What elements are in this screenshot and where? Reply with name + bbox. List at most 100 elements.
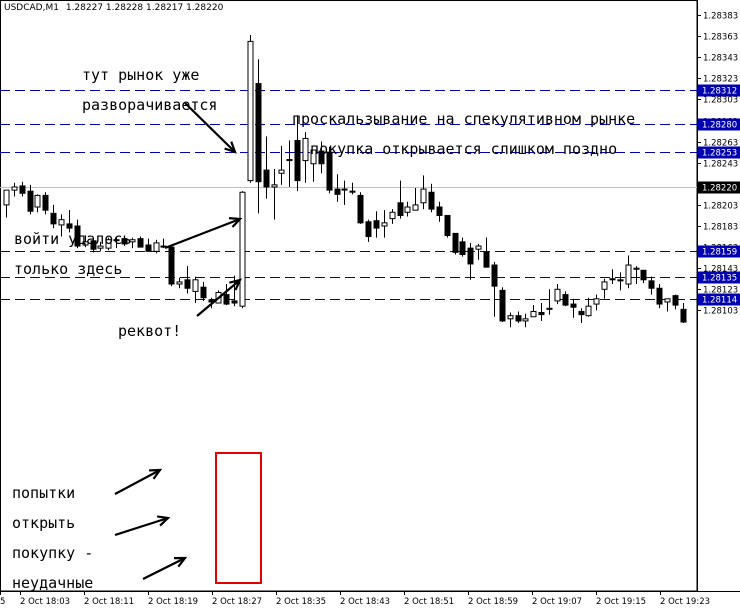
- candle-bull: [153, 242, 160, 252]
- arrow-attempt-3: [142, 557, 186, 580]
- candle-bull: [271, 184, 278, 188]
- candle-bear: [562, 294, 569, 306]
- y-tick-label: 1.28143: [703, 265, 738, 275]
- candle-bull: [625, 264, 632, 285]
- candle-bull: [530, 310, 537, 318]
- candle-bull: [593, 298, 600, 305]
- candle-bear: [609, 278, 616, 281]
- candle-bull: [633, 267, 640, 270]
- candle-bear: [294, 140, 301, 182]
- candle-bear: [137, 238, 144, 248]
- x-tick-label: 5: [0, 597, 5, 607]
- arrow-entry: [164, 217, 241, 250]
- x-tick-label: 2 Oct 18:51: [404, 597, 454, 607]
- candle-bull: [349, 190, 356, 193]
- candle-bear: [491, 264, 498, 287]
- candle-bull: [389, 211, 396, 220]
- arrow-attempt-1-head: [148, 468, 163, 480]
- annotation-line: проскальзывание на спекулятивном рынке: [292, 110, 636, 128]
- y-tick-label: 1.28103: [703, 307, 738, 317]
- price-level-label: 1.28159: [702, 248, 737, 258]
- price-level-tag: [698, 84, 740, 97]
- candle-bull: [664, 298, 671, 303]
- candle-bear: [121, 238, 128, 245]
- arrow-attempt-2: [114, 516, 169, 537]
- candle-bear: [231, 300, 238, 304]
- candle-bear: [19, 185, 26, 194]
- chart-header: USDCAD,M1 1.28227 1.28228 1.28217 1.2822…: [4, 3, 223, 13]
- symbol-label: USDCAD,M1: [4, 3, 59, 13]
- candle-bear: [436, 206, 443, 216]
- candle-bull: [239, 191, 246, 307]
- candle-bull: [310, 149, 317, 165]
- candle-bull: [546, 307, 553, 310]
- candle-bear: [459, 241, 466, 255]
- price-level-tag: [698, 293, 740, 306]
- candle-bull: [420, 188, 427, 204]
- candle-bull: [278, 169, 285, 174]
- annotation-line: разворачивается: [82, 96, 218, 114]
- current-price-label: 1.28220: [702, 184, 737, 194]
- ohlc-readout: 1.28227 1.28228 1.28217 1.28220: [65, 3, 224, 13]
- price-level-label: 1.28114: [702, 296, 737, 306]
- price-level-label: 1.28135: [702, 274, 737, 284]
- price-level-label: 1.28280: [702, 121, 737, 131]
- candle-bull: [507, 315, 514, 320]
- arrow-attempt-2-head: [156, 515, 171, 527]
- candle-bear: [365, 221, 372, 238]
- candle-bear: [168, 246, 175, 285]
- candle-bear: [263, 169, 270, 188]
- candle-bull: [381, 222, 388, 227]
- annotation-line: покупку -: [12, 544, 94, 562]
- candle-bear: [538, 312, 545, 316]
- candle-bear: [397, 202, 404, 216]
- x-tick-label: 2 Oct 18:11: [84, 597, 134, 607]
- candle-bear: [656, 287, 663, 305]
- annotation-line: только здесь: [14, 260, 123, 278]
- candle-bear: [617, 279, 624, 282]
- candle-bear: [90, 240, 97, 250]
- candle-bear: [74, 225, 81, 247]
- y-tick-label: 1.28343: [703, 54, 738, 64]
- candle-bear: [66, 223, 73, 229]
- candle-bull: [3, 189, 10, 206]
- arrow-attempt-1: [114, 469, 161, 495]
- candle-bear: [223, 294, 230, 305]
- annotation-market-reversing: тут рынок уже разворачивается: [82, 60, 217, 120]
- candle-bull: [129, 239, 136, 243]
- price-level-label: 1.28253: [702, 149, 737, 159]
- candle-bear: [578, 310, 585, 316]
- arrow-requote: [196, 279, 241, 317]
- x-tick-label: 2 Oct 18:27: [212, 597, 262, 607]
- annotation-line: открыть: [12, 514, 76, 532]
- candle-bear: [27, 190, 34, 212]
- candle-bull: [302, 137, 309, 162]
- candle-bull: [82, 241, 89, 246]
- x-tick-label: 2 Oct 18:35: [276, 597, 326, 607]
- price-level-tag: [698, 271, 740, 284]
- candle-bear: [444, 214, 451, 236]
- candle-bull: [585, 305, 592, 317]
- y-tick-label: 1.28323: [703, 75, 738, 85]
- candle-bull: [404, 206, 411, 213]
- candle-bear: [467, 247, 474, 265]
- candle-bear: [648, 280, 655, 289]
- x-tick-label: 2 Oct 19:07: [532, 597, 582, 607]
- candle-bull: [11, 186, 18, 191]
- x-tick-label: 2 Oct 18:43: [340, 597, 390, 607]
- candle-bear: [200, 286, 207, 299]
- candle-bull: [412, 204, 419, 211]
- annotation-requote: реквот!: [118, 316, 181, 346]
- candle-bull: [522, 318, 529, 322]
- candle-bear: [255, 83, 262, 183]
- y-tick-label: 1.28363: [703, 33, 738, 43]
- arrow-reversal: [184, 102, 236, 153]
- y-tick-label: 1.28203: [703, 202, 738, 212]
- candle-bull: [97, 245, 104, 249]
- candle-bull: [192, 279, 199, 292]
- candle-bear: [452, 232, 459, 253]
- arrow-requote-head: [229, 278, 242, 291]
- candle-bear: [570, 303, 577, 308]
- candle-bear: [50, 212, 57, 225]
